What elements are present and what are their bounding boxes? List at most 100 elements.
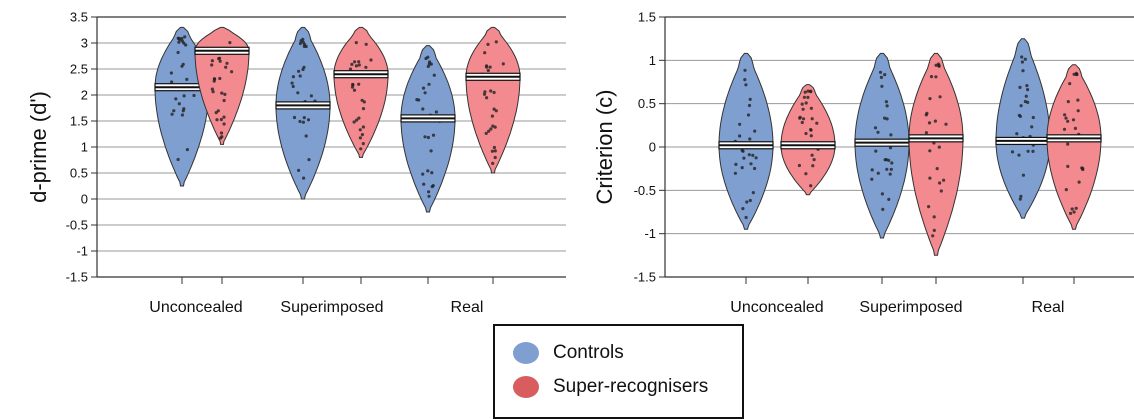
data-point	[426, 64, 430, 69]
data-point	[809, 89, 813, 93]
chart-panel-1: -1.5 -1 -0.5 0 0.5 1 1.5 2 2.5 3 3.5 d-prime (d') Un…	[26, 10, 566, 316]
data-point	[212, 79, 216, 83]
legend: Controls Super-recognisers	[493, 324, 744, 419]
data-point	[494, 40, 498, 44]
data-point	[222, 122, 226, 126]
data-point	[936, 62, 941, 66]
data-point	[879, 75, 884, 79]
data-point	[216, 109, 220, 113]
y-tick-label: 1.5	[638, 10, 656, 25]
data-point	[421, 86, 426, 90]
data-point	[883, 73, 887, 77]
data-point	[810, 117, 814, 121]
data-point	[230, 70, 234, 74]
data-point	[809, 134, 813, 138]
data-point	[485, 65, 489, 69]
data-point	[870, 177, 874, 181]
data-point	[360, 133, 364, 137]
violin-super-recognisers	[465, 26, 521, 174]
data-point	[169, 71, 173, 75]
data-point	[430, 171, 434, 175]
data-point	[931, 234, 935, 238]
data-point	[743, 78, 747, 82]
data-point	[181, 109, 185, 113]
data-point	[177, 102, 181, 106]
data-point	[1026, 88, 1030, 92]
data-point	[738, 122, 742, 126]
data-point	[1071, 118, 1076, 122]
y-tick-label: -1	[644, 226, 656, 241]
data-point	[359, 147, 363, 151]
data-point	[302, 176, 306, 180]
y-tick-label: -0.5	[634, 183, 656, 198]
data-point	[887, 197, 891, 201]
data-point	[357, 63, 361, 67]
data-point	[1021, 173, 1025, 177]
category-label: Real	[451, 299, 484, 316]
data-point	[192, 93, 196, 98]
data-point	[220, 135, 224, 139]
data-point	[1072, 210, 1076, 214]
data-point	[932, 228, 936, 232]
data-point	[494, 109, 498, 113]
data-point	[1030, 125, 1034, 129]
data-point	[1066, 100, 1070, 104]
data-point	[937, 145, 941, 149]
data-point	[484, 131, 488, 135]
data-point	[432, 73, 436, 77]
data-point	[423, 91, 427, 95]
data-point	[176, 50, 180, 55]
data-point	[1019, 104, 1023, 108]
data-point	[224, 65, 228, 69]
data-point	[304, 134, 308, 138]
data-point	[223, 92, 227, 96]
data-point	[218, 56, 222, 60]
data-point	[748, 97, 752, 101]
data-point	[426, 135, 430, 140]
legend-swatch-controls	[513, 342, 539, 364]
data-point	[1020, 55, 1024, 59]
data-point	[1019, 194, 1023, 198]
data-point	[355, 118, 359, 122]
data-point	[888, 172, 892, 176]
data-point	[753, 129, 757, 133]
data-point	[747, 103, 752, 108]
violin-super-recognisers	[908, 52, 964, 256]
data-point	[798, 116, 802, 120]
data-point	[738, 134, 742, 138]
y-tick-label: -1.5	[66, 270, 88, 285]
data-point	[210, 87, 214, 91]
data-point	[751, 153, 755, 157]
data-point	[741, 207, 745, 211]
y-tick-label: -1	[76, 244, 88, 259]
data-point	[927, 205, 931, 209]
data-point	[935, 167, 939, 171]
y-tick-label: 3.5	[70, 10, 88, 25]
data-point	[491, 161, 495, 165]
data-point	[423, 135, 427, 139]
data-point	[1077, 180, 1081, 184]
data-point	[944, 122, 948, 126]
data-point	[810, 153, 814, 157]
data-point	[811, 164, 815, 168]
data-point	[429, 149, 433, 153]
data-point	[800, 120, 804, 125]
data-point	[745, 200, 749, 204]
data-point	[743, 68, 747, 72]
data-point	[219, 131, 224, 135]
data-point	[421, 172, 425, 176]
data-point	[176, 157, 180, 162]
y-tick-label: 3	[81, 36, 88, 51]
data-point	[800, 102, 804, 106]
data-point	[182, 94, 186, 98]
data-point	[174, 97, 178, 101]
data-point	[302, 65, 306, 69]
data-point	[876, 130, 880, 134]
data-point	[889, 133, 893, 137]
data-point	[933, 119, 938, 123]
data-point	[801, 117, 806, 121]
data-point	[934, 75, 938, 79]
data-point	[353, 60, 357, 64]
data-point	[352, 88, 357, 92]
data-point	[228, 41, 232, 45]
